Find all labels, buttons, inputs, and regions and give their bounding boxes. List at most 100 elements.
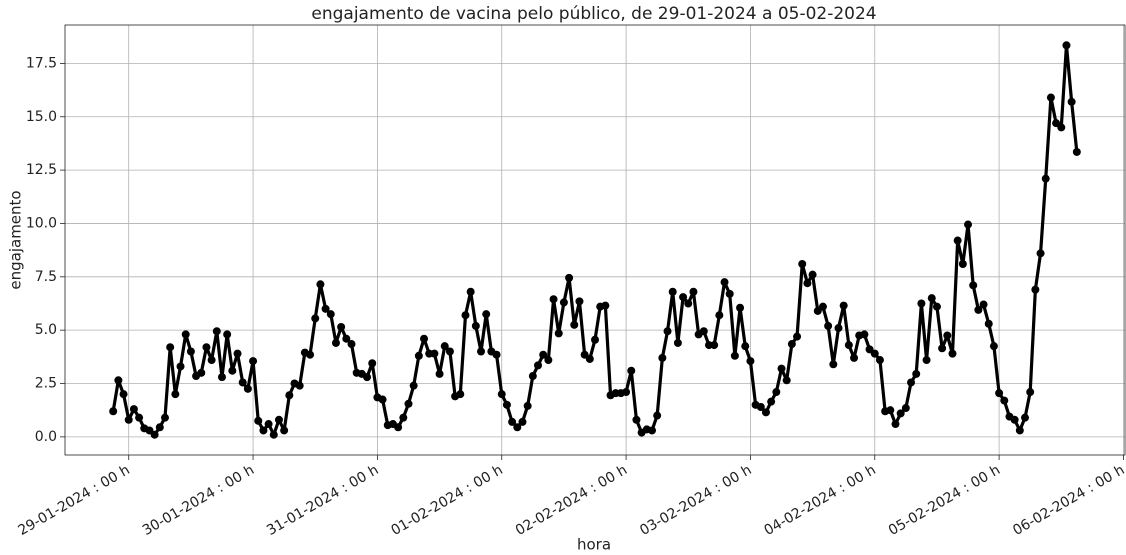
data-point	[803, 279, 812, 288]
data-point	[539, 350, 548, 359]
data-point	[1021, 413, 1030, 422]
data-point	[850, 353, 859, 362]
data-point	[1057, 123, 1066, 132]
data-point	[311, 314, 320, 323]
data-point	[1041, 174, 1050, 183]
x-tick-label: 31-01-2024 : 00 h	[264, 462, 381, 539]
data-point	[502, 400, 511, 409]
x-tick-label: 01-02-2024 : 00 h	[389, 462, 506, 539]
data-point	[647, 426, 656, 435]
data-point	[839, 301, 848, 310]
data-point	[824, 321, 833, 330]
data-point	[984, 319, 993, 328]
data-point	[306, 350, 315, 359]
data-point	[378, 395, 387, 404]
data-point	[549, 295, 558, 304]
y-tick-label: 12.5	[26, 162, 57, 178]
data-point	[772, 388, 781, 397]
data-point	[508, 417, 517, 426]
data-point	[761, 408, 770, 417]
data-point	[684, 299, 693, 308]
data-point	[435, 369, 444, 378]
data-point	[736, 303, 745, 312]
data-point	[1026, 388, 1035, 397]
data-point	[1015, 426, 1024, 435]
data-point	[689, 287, 698, 296]
data-point	[570, 320, 579, 329]
data-point	[445, 347, 454, 356]
data-point	[197, 368, 206, 377]
data-point	[528, 372, 537, 381]
data-point	[326, 310, 335, 319]
data-point	[394, 423, 403, 432]
data-point	[725, 289, 734, 298]
data-point	[223, 330, 232, 339]
data-point	[860, 330, 869, 339]
data-point	[948, 349, 957, 358]
y-tick-label: 7.5	[35, 269, 57, 285]
data-point	[368, 359, 377, 368]
data-point	[1067, 97, 1076, 106]
data-point	[663, 327, 672, 336]
data-point	[787, 340, 796, 349]
data-point	[176, 362, 185, 371]
data-point	[471, 321, 480, 330]
data-point	[1036, 249, 1045, 258]
data-point	[808, 270, 817, 279]
data-point	[793, 332, 802, 341]
data-point	[958, 260, 967, 269]
data-point	[513, 423, 522, 432]
data-point	[207, 356, 216, 365]
data-point	[274, 415, 283, 424]
data-point	[969, 281, 978, 290]
x-tick-label: 30-01-2024 : 00 h	[140, 462, 257, 539]
y-tick-label: 10.0	[26, 215, 57, 231]
data-point	[829, 360, 838, 369]
chart-title: engajamento de vacina pelo público, de 2…	[311, 4, 876, 24]
x-tick-label: 05-02-2024 : 00 h	[886, 462, 1003, 539]
y-tick-label: 5.0	[35, 322, 57, 338]
data-point	[943, 331, 952, 340]
data-point	[746, 357, 755, 366]
data-point	[601, 301, 610, 310]
data-point	[171, 390, 180, 399]
y-axis-label: engajamento	[7, 190, 25, 289]
data-point	[466, 287, 475, 296]
data-point	[907, 378, 916, 387]
data-point	[777, 364, 786, 373]
data-point	[409, 381, 418, 390]
data-point	[150, 430, 159, 439]
data-point	[238, 378, 247, 387]
data-point	[901, 404, 910, 413]
data-point	[269, 430, 278, 439]
data-point	[632, 415, 641, 424]
data-point	[233, 349, 242, 358]
x-tick-label: 04-02-2024 : 00 h	[762, 462, 879, 539]
data-point	[559, 298, 568, 307]
data-point	[114, 376, 123, 385]
data-point	[798, 260, 807, 269]
data-point	[254, 416, 263, 425]
data-point	[818, 302, 827, 311]
data-point	[477, 347, 486, 356]
data-point	[673, 338, 682, 347]
data-point	[679, 293, 688, 302]
data-point	[715, 311, 724, 320]
x-axis-label: hora	[577, 536, 611, 554]
x-tick-label: 29-01-2024 : 00 h	[15, 462, 132, 539]
data-point	[575, 297, 584, 306]
data-point	[321, 304, 330, 313]
data-point	[124, 415, 133, 424]
data-point	[886, 406, 895, 415]
data-point	[482, 310, 491, 319]
data-point	[964, 220, 973, 229]
data-point	[917, 299, 926, 308]
x-tick-label: 02-02-2024 : 00 h	[513, 462, 630, 539]
data-point	[342, 334, 351, 343]
data-point	[938, 344, 947, 353]
data-point	[554, 329, 563, 338]
data-point	[710, 341, 719, 350]
data-point	[295, 381, 304, 390]
data-point	[844, 341, 853, 350]
data-point	[135, 413, 144, 422]
